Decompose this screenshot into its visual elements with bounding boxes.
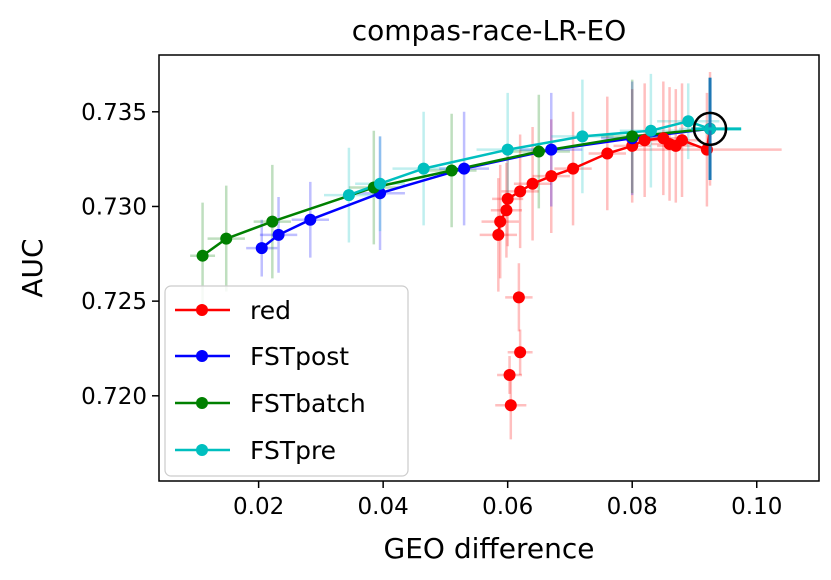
legend-marker-fstpost: [196, 350, 208, 362]
legend: red FSTpost FSTbatch FSTpre: [164, 285, 409, 477]
fstpre-line: [348, 119, 711, 197]
legend-entry-fstbatch: FSTbatch: [175, 389, 366, 418]
fstpre-point: [644, 124, 657, 137]
fstpost-point: [458, 162, 471, 175]
fstbatch-point: [220, 232, 233, 245]
y-axis-label: AUC: [16, 238, 49, 297]
fstbatch-point: [196, 249, 209, 262]
fstbatch-point: [445, 164, 458, 177]
red-point: [503, 368, 516, 381]
red-point: [494, 215, 507, 228]
legend-marker-red: [196, 304, 208, 316]
red-point: [492, 228, 505, 241]
highlight-circle-group: [691, 77, 742, 180]
fstbatch-point: [532, 145, 545, 158]
y-tick-label: 0.735: [81, 100, 147, 126]
red-point: [545, 170, 558, 183]
highlight-circle: [692, 111, 728, 147]
y-tick-label: 0.725: [81, 289, 147, 315]
legend-box: [164, 285, 409, 477]
red-point: [514, 185, 527, 198]
red-point: [638, 134, 651, 147]
red-point: [501, 192, 514, 205]
x-tick-label: 0.02: [233, 494, 284, 520]
fstbatch-point: [266, 215, 279, 228]
x-tick-label: 0.08: [607, 494, 658, 520]
chart-title: compas-race-LR-EO: [352, 14, 627, 47]
red-point: [601, 147, 614, 160]
red-point: [512, 291, 525, 304]
x-axis-label: GEO difference: [384, 532, 595, 565]
fstbatch-point: [626, 130, 639, 143]
fstpost-point: [545, 143, 558, 156]
fstpre-point: [417, 162, 430, 175]
legend-label-fstbatch: FSTbatch: [250, 389, 366, 418]
red-point: [514, 346, 527, 359]
y-tick-label: 0.730: [81, 194, 147, 220]
red-point: [526, 177, 539, 190]
y-tick-label: 0.720: [81, 384, 147, 410]
fstpre-point: [576, 130, 589, 143]
legend-label-fstpre: FSTpre: [250, 436, 336, 465]
x-axis-ticks: 0.02 0.04 0.06 0.08 0.10: [233, 481, 782, 520]
legend-entry-red: red: [175, 296, 291, 325]
x-tick-label: 0.06: [482, 494, 533, 520]
fstpost-point: [304, 213, 317, 226]
legend-entry-fstpre: FSTpre: [175, 436, 336, 465]
fstbatch-line: [201, 127, 711, 257]
fstpost-point: [272, 228, 285, 241]
red-point: [567, 162, 580, 175]
fstpre-point: [501, 143, 514, 156]
fstpre-point: [342, 189, 355, 202]
plot-frame: [158, 54, 820, 482]
legend-label-red: red: [250, 296, 291, 325]
fstpre-point: [682, 115, 695, 128]
legend-marker-fstpre: [196, 444, 208, 456]
y-axis-ticks: 0.720 0.725 0.730 0.735: [81, 100, 159, 410]
fstpost-point: [255, 242, 268, 255]
legend-marker-fstbatch: [196, 397, 208, 409]
red-point: [676, 134, 689, 147]
x-tick-label: 0.04: [358, 494, 409, 520]
x-tick-label: 0.10: [731, 494, 782, 520]
red-point: [500, 204, 513, 217]
legend-label-fstpost: FSTpost: [250, 342, 349, 371]
legend-entry-fstpost: FSTpost: [175, 342, 349, 371]
fstpre-point: [374, 177, 387, 190]
red-point: [504, 399, 517, 412]
